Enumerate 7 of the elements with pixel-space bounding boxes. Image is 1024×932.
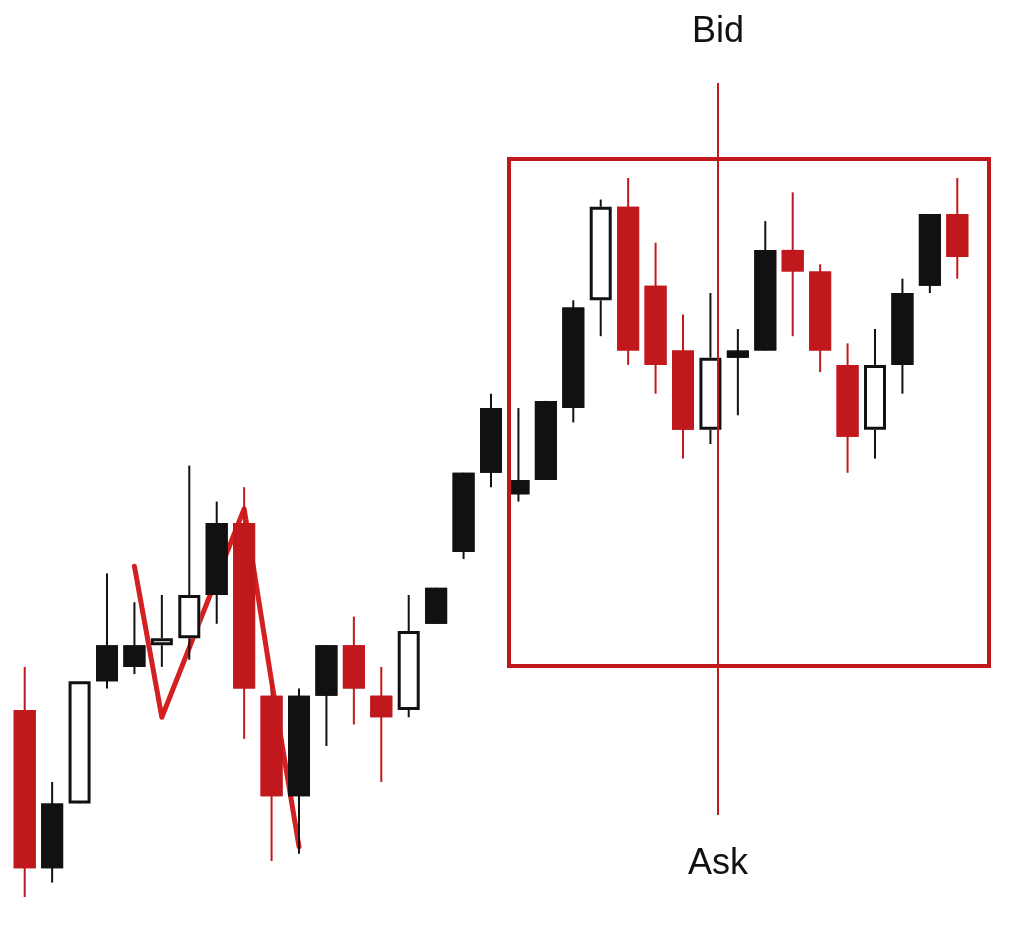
annotation: Ask (687, 841, 749, 882)
candlestick (370, 665, 393, 783)
candlestick (150, 594, 173, 668)
candlestick (781, 191, 804, 338)
candlestick (123, 601, 146, 676)
text: Bid (691, 9, 745, 50)
candlestick (726, 327, 749, 417)
